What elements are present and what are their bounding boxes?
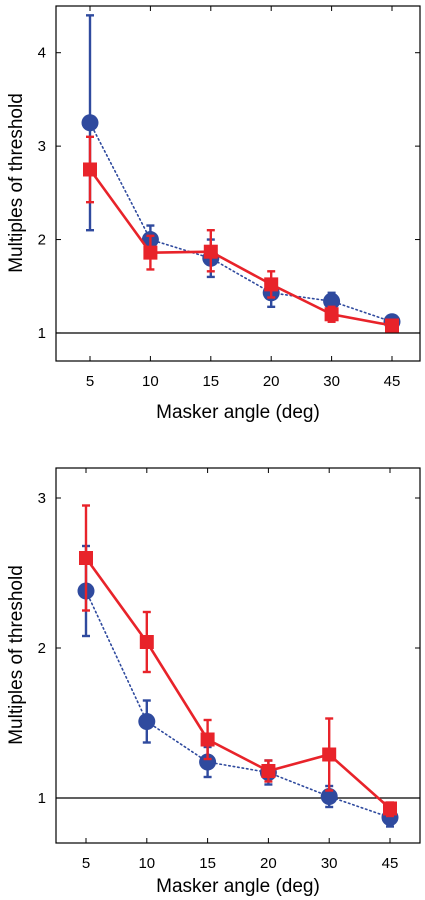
top-panel: 5 10 15 20 30 45 1 2 3 4 Masker angle (deg) Mult… [6, 5, 421, 423]
series-square [83, 135, 399, 333]
x-tick-label: 20 [260, 855, 277, 872]
y-tick-label: 4 [38, 45, 46, 62]
x-tick-label: 10 [138, 855, 155, 872]
series-line [85, 590, 391, 819]
data-point-square [79, 551, 93, 565]
series-circle [77, 544, 399, 828]
y-tick-label: 2 [38, 232, 46, 249]
x-tick-label: 45 [382, 855, 399, 872]
series-line [89, 121, 393, 323]
data-point-square [383, 801, 397, 816]
series-line [88, 168, 394, 327]
top-ticks [56, 6, 420, 361]
data-point-square [139, 635, 154, 649]
data-point-circle [138, 713, 156, 730]
data-point-square [261, 764, 276, 778]
x-tick-label: 5 [82, 855, 90, 872]
data-point-square [143, 245, 158, 260]
data-point-square [324, 307, 339, 322]
top-y-tick-labels: 1 2 3 4 [38, 45, 46, 342]
series-line [84, 556, 392, 810]
bottom-x-axis-label: Masker angle (deg) [156, 876, 320, 897]
x-tick-label: 20 [263, 373, 280, 390]
data-point-circle [199, 753, 217, 771]
y-tick-label: 3 [38, 490, 46, 507]
x-tick-label: 15 [202, 373, 219, 390]
x-tick-label: 45 [384, 373, 401, 390]
bottom-y-tick-labels: 1 2 3 [38, 490, 46, 807]
x-tick-label: 30 [323, 373, 340, 390]
x-tick-label: 10 [142, 373, 159, 390]
data-point-square [83, 162, 97, 177]
bottom-y-axis-label: Multiples of threshold [6, 565, 27, 745]
y-tick-label: 1 [38, 790, 46, 807]
series-circle [81, 14, 401, 331]
bottom-x-tick-labels: 5 10 15 20 30 45 [82, 855, 399, 872]
series-square [79, 504, 397, 818]
bottom-panel: 5 10 15 20 30 45 1 2 3 Masker angle (deg) Multi… [6, 467, 421, 897]
top-x-axis-label: Masker angle (deg) [156, 402, 320, 423]
top-series [81, 14, 401, 333]
top-plot-frame [55, 5, 421, 362]
data-point-circle [81, 114, 99, 132]
data-point-square [203, 244, 218, 259]
data-point-square [264, 277, 279, 292]
data-point-square [385, 318, 399, 333]
y-tick-label: 3 [38, 138, 46, 155]
x-tick-label: 5 [86, 373, 94, 390]
data-point-circle [320, 788, 338, 805]
data-point-square [322, 747, 337, 762]
y-tick-label: 1 [38, 325, 46, 342]
x-tick-label: 15 [199, 855, 216, 872]
x-tick-label: 30 [321, 855, 338, 872]
bottom-plot-frame [55, 467, 421, 844]
y-tick-label: 2 [38, 640, 46, 657]
top-y-axis-label: Multiples of threshold [6, 93, 27, 273]
data-point-square [200, 732, 215, 747]
data-point-circle [323, 292, 341, 310]
bottom-series [77, 504, 399, 828]
top-x-tick-labels: 5 10 15 20 30 45 [86, 373, 401, 390]
